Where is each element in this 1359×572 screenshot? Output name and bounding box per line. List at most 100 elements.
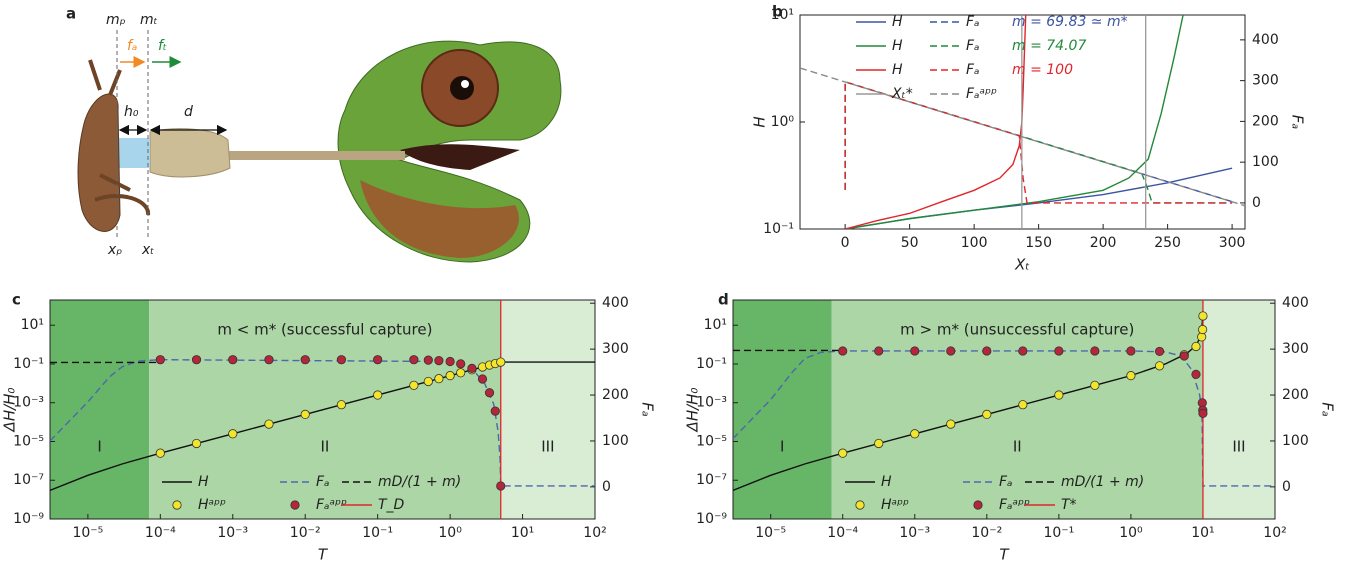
- y-axis-label: ΔH/H₀: [684, 388, 702, 433]
- series-line: [800, 67, 1245, 207]
- label-xt: xₜ: [141, 242, 154, 258]
- data-point: [409, 380, 419, 390]
- tongue: [225, 151, 405, 160]
- legend-swatch: [172, 500, 182, 510]
- legend-label: Fₐ: [316, 474, 330, 490]
- region-label: I: [97, 438, 101, 456]
- panel-label: d: [718, 291, 729, 309]
- data-point: [496, 481, 506, 491]
- series-group: [800, 15, 1245, 229]
- y-tick-label: 10⁰: [771, 114, 795, 130]
- data-point: [946, 419, 956, 429]
- data-point: [1179, 351, 1189, 361]
- data-point: [1154, 346, 1165, 357]
- label-h0: h₀: [124, 104, 139, 120]
- eye-highlight: [461, 80, 469, 88]
- data-point: [456, 368, 466, 378]
- y-tick-label: 10⁻⁹: [13, 511, 44, 527]
- legend-label: H: [892, 62, 903, 78]
- legend-swatch: [973, 500, 983, 510]
- data-point: [910, 346, 920, 356]
- y2-tick-label: 400: [1252, 32, 1279, 48]
- x-tick-label: 10⁻⁵: [755, 525, 786, 541]
- x-tick-label: 10⁻⁴: [827, 525, 858, 541]
- region-label: III: [1232, 438, 1245, 456]
- data-point: [423, 376, 433, 387]
- data-point: [838, 346, 848, 356]
- data-point: [1126, 346, 1136, 356]
- legend-label: Fₐ: [966, 14, 980, 30]
- x-tick-label: 150: [1025, 235, 1052, 251]
- data-point: [1198, 311, 1208, 321]
- data-point: [1018, 400, 1028, 410]
- legend-label: mD/(1 + m): [1061, 474, 1144, 490]
- x-tick-label: 10⁻³: [899, 525, 930, 541]
- y-axis-label: ΔH/H₀: [1, 388, 19, 433]
- legend-swatch: [290, 500, 300, 510]
- plot-frame: [732, 299, 1276, 520]
- legend-label: mD/(1 + m): [378, 474, 461, 490]
- x-tick-label: 10⁻¹: [362, 525, 393, 541]
- x-tick-label: 10⁻⁵: [72, 525, 103, 541]
- y2-tick-label: 300: [1282, 341, 1309, 357]
- y2-axis-label: Fₐ: [1289, 115, 1307, 130]
- y2-axis-label: Fₐ: [639, 402, 657, 417]
- legend-label: Xₜ*: [891, 86, 913, 102]
- y-tick-label: 10¹: [704, 317, 727, 333]
- x-tick-label: 10⁻²: [290, 525, 321, 541]
- legend-label: T_D: [378, 497, 405, 513]
- data-point: [155, 448, 165, 458]
- panel-label: b: [772, 3, 783, 21]
- label-ft: fₜ: [158, 38, 167, 54]
- x-tick-label: 10⁰: [1119, 525, 1143, 541]
- y2-axis-label: Fₐ: [1319, 402, 1337, 417]
- region-label: I: [780, 438, 784, 456]
- grasshopper: [77, 93, 121, 232]
- data-point: [373, 355, 383, 365]
- label-mp: mₚ: [106, 12, 126, 28]
- data-point: [264, 419, 274, 429]
- data-point: [1126, 371, 1136, 381]
- data-point: [191, 438, 202, 449]
- x-tick-label: 100: [961, 235, 988, 251]
- y2-tick-label: 100: [1252, 154, 1279, 170]
- region: [1202, 300, 1275, 519]
- data-point: [1191, 369, 1201, 379]
- data-point: [445, 356, 455, 367]
- data-point: [484, 388, 495, 398]
- grasshopper-legs: [88, 59, 150, 216]
- data-point: [1090, 380, 1100, 390]
- series-line: [844, 15, 1027, 229]
- y-tick-label: 10⁻⁷: [13, 472, 44, 488]
- legend-label: Fₐ: [966, 62, 980, 78]
- data-point: [336, 355, 347, 365]
- label-xp: xₚ: [107, 242, 122, 258]
- label-fa: fₐ: [127, 38, 137, 54]
- x-tick-label: 10¹: [511, 525, 534, 541]
- data-point: [155, 355, 165, 365]
- y-tick-label: 10⁻³: [13, 395, 44, 411]
- data-point: [982, 409, 992, 419]
- y2-tick-label: 200: [1282, 387, 1309, 403]
- legend-label: Fₐᵃᵖᵖ: [966, 86, 997, 102]
- data-point: [496, 357, 506, 367]
- adhesive-layer: [118, 138, 150, 168]
- legend-swatch: [855, 500, 865, 510]
- y-tick-label: 10⁻³: [696, 395, 727, 411]
- y2-tick-label: 100: [1282, 433, 1309, 449]
- legend-note: m = 69.83 ≃ m*: [1012, 14, 1128, 30]
- data-point: [373, 390, 383, 400]
- x-tick-label: 10⁻⁴: [145, 525, 176, 541]
- data-point: [982, 346, 992, 356]
- data-point: [336, 400, 347, 410]
- data-point: [1054, 346, 1064, 356]
- region: [831, 300, 1203, 519]
- label-mt: mₜ: [140, 12, 158, 28]
- x-tick-label: 300: [1219, 235, 1246, 251]
- region-label: III: [541, 438, 554, 456]
- x-axis-label: Xₜ: [1014, 256, 1030, 274]
- data-point: [1018, 346, 1028, 356]
- legend-label: Fₐᵃᵖᵖ: [999, 497, 1030, 513]
